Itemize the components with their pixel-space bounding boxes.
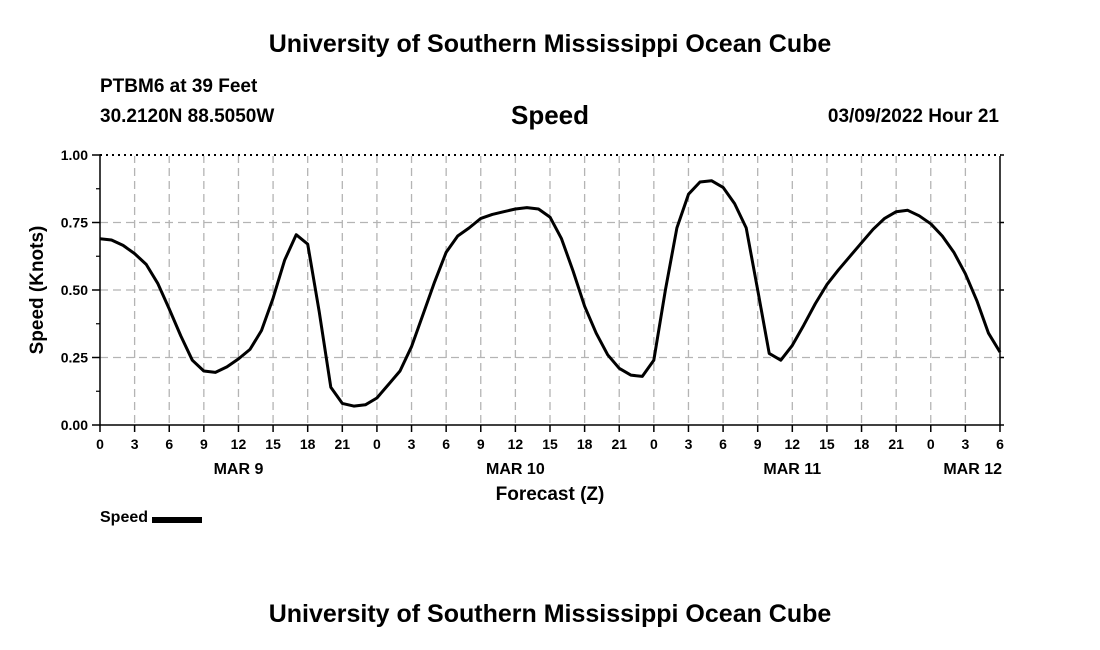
y-tick-labels: 0.00 0.25 0.50 0.75 1.00	[61, 147, 88, 433]
x-tick-label: 6	[719, 436, 727, 452]
legend: Speed	[100, 509, 203, 527]
date-label: MAR 10	[486, 461, 545, 478]
x-tick-label: 21	[888, 436, 904, 452]
date-label: MAR 11	[763, 461, 821, 478]
page-title: University of Southern Mississippi Ocean…	[268, 30, 832, 58]
x-tick-label: 3	[131, 436, 139, 452]
x-tick-label: 21	[335, 436, 351, 452]
x-axis-label: Forecast (Z)	[496, 484, 605, 505]
date-label: MAR 12	[943, 461, 1002, 478]
x-tick-label: 6	[996, 436, 1004, 452]
chart-title: Speed	[510, 100, 590, 130]
x-tick-label: 9	[477, 436, 485, 452]
footer-title: University of Southern Mississippi Ocean…	[268, 600, 832, 628]
y-tick-label: 1.00	[61, 147, 88, 163]
x-tick-label: 15	[265, 436, 281, 452]
x-tick-label: 21	[611, 436, 627, 452]
x-tick-label: 15	[542, 436, 558, 452]
x-tick-label: 18	[300, 436, 316, 452]
station-label: PTBM6 at 39 Feet	[100, 76, 258, 97]
x-tick-label: 3	[961, 436, 969, 452]
y-tick-label: 0.75	[61, 215, 88, 231]
x-tick-label: 0	[373, 436, 381, 452]
date-labels: MAR 9 MAR 10 MAR 11 MAR 12	[214, 461, 1003, 478]
x-tick-label: 18	[854, 436, 870, 452]
date-label: MAR 9	[214, 461, 264, 478]
x-tick-label: 18	[577, 436, 593, 452]
x-tick-label: 12	[508, 436, 524, 452]
legend-swatch	[152, 516, 203, 523]
station-coordinates: 30.2120N 88.5050W	[100, 106, 275, 127]
y-axis-label: Speed (Knots)	[27, 226, 48, 355]
x-tick-label: 9	[200, 436, 208, 452]
x-tick-label: 12	[231, 436, 247, 452]
y-tick-label: 0.50	[61, 282, 88, 298]
axis-ticks	[92, 154, 1004, 432]
x-tick-label: 0	[927, 436, 935, 452]
x-tick-label: 3	[408, 436, 416, 452]
forecast-datetime: 03/09/2022 Hour 21	[827, 106, 999, 127]
x-tick-label: 9	[754, 436, 762, 452]
speed-series-line	[99, 179, 1002, 408]
x-tick-label: 0	[96, 436, 104, 452]
x-tick-label: 15	[819, 436, 835, 452]
y-tick-label: 0.00	[61, 417, 88, 433]
grid	[100, 155, 1000, 425]
x-tick-labels: 0 3 6 9 12 15 18 21 0 3 6 9 12 15 18 21 0 3 6 9 12 15 18 21 0 3 6	[96, 436, 1004, 452]
x-tick-label: 12	[785, 436, 801, 452]
x-tick-label: 3	[685, 436, 693, 452]
y-tick-label: 0.25	[61, 350, 88, 366]
x-tick-label: 6	[165, 436, 173, 452]
x-tick-label: 0	[650, 436, 658, 452]
legend-label: Speed	[100, 509, 149, 526]
x-tick-label: 6	[442, 436, 450, 452]
